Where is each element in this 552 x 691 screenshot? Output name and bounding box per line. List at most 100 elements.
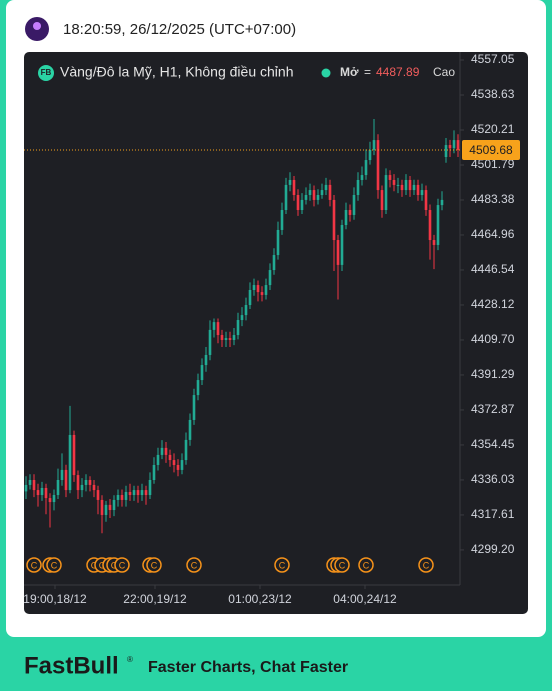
candle-body	[368, 149, 372, 161]
candle-body	[332, 199, 336, 241]
candle-body	[108, 504, 112, 511]
candle-body	[408, 179, 412, 191]
candle-body	[316, 194, 320, 200]
candle-body	[200, 365, 204, 381]
x-tick-label: 04:00,24/12	[333, 592, 397, 606]
candle-body	[56, 480, 60, 496]
avatar-figure	[33, 22, 41, 30]
candle-body	[348, 210, 352, 215]
candle-body	[120, 495, 124, 500]
candle-body	[32, 480, 36, 491]
candle-body	[308, 190, 312, 195]
x-tick-label: 19:00,18/12	[23, 592, 87, 606]
candle-body	[220, 335, 224, 340]
candle-body	[312, 190, 316, 200]
candle-body	[264, 285, 268, 295]
candle-body	[128, 491, 132, 496]
candle-body	[64, 469, 68, 491]
y-tick-label: 4538.63	[471, 87, 515, 101]
y-tick-label: 4409.70	[471, 332, 515, 346]
event-marker-label: C	[119, 560, 126, 570]
event-marker-label: C	[99, 560, 106, 570]
candle-body	[416, 184, 420, 195]
candle-body	[204, 354, 208, 366]
candle-body	[40, 487, 44, 496]
y-tick-label: 4501.79	[471, 157, 515, 171]
y-tick-label: 4428.12	[471, 297, 515, 311]
candle-body	[224, 338, 228, 340]
candle-body	[324, 184, 328, 191]
candle-body	[424, 190, 428, 211]
candle-body	[92, 484, 96, 491]
candle-body	[76, 475, 80, 491]
candle-body	[320, 190, 324, 195]
candle-body	[444, 145, 448, 157]
candle-body	[44, 487, 48, 499]
legend-value: 4487.89	[376, 65, 420, 79]
event-marker-label: C	[91, 560, 98, 570]
event-marker	[186, 557, 202, 573]
candle-body	[164, 447, 168, 455]
candle-body	[188, 419, 192, 440]
candle-body	[172, 460, 176, 465]
candle-body	[360, 175, 364, 180]
event-marker	[114, 557, 130, 573]
candle-body	[152, 464, 156, 481]
x-tick-label: 22:00,19/12	[123, 592, 187, 606]
y-tick-label: 4317.61	[471, 507, 515, 521]
candle-body	[284, 184, 288, 211]
candle-body	[176, 464, 180, 470]
last-price-label: 4509.68	[469, 143, 513, 157]
x-tick-label: 01:00,23/12	[228, 592, 292, 606]
candle-body	[300, 199, 304, 211]
y-tick-label: 4520.21	[471, 122, 515, 136]
candle-body	[272, 255, 276, 271]
candle-body	[156, 454, 160, 465]
candle-body	[140, 490, 144, 496]
event-marker	[358, 557, 374, 573]
last-price-box	[462, 140, 520, 161]
candle-body	[112, 499, 116, 511]
candle-body	[380, 190, 384, 211]
y-tick-label: 4372.87	[471, 402, 515, 416]
candle-body	[196, 380, 200, 396]
event-marker	[418, 557, 434, 573]
symbol-badge	[38, 65, 54, 81]
candle-body	[96, 490, 100, 500]
candle-body	[440, 199, 444, 206]
candle-body	[340, 225, 344, 265]
candle-body	[428, 210, 432, 241]
event-marker	[274, 557, 290, 573]
candle-body	[36, 490, 40, 496]
candle-body	[208, 329, 212, 355]
event-marker-label: C	[279, 560, 286, 570]
brand: FastBull	[24, 652, 119, 679]
candle-body	[372, 140, 376, 150]
candle-body	[136, 490, 140, 496]
legend-dot	[321, 68, 331, 78]
candle-body	[248, 289, 252, 306]
event-marker-label: C	[363, 560, 370, 570]
event-marker-label: C	[151, 560, 158, 570]
event-marker-label: C	[111, 560, 118, 570]
candle-body	[184, 439, 188, 461]
candle-body	[376, 140, 380, 191]
symbol-badge-text: FB	[41, 68, 52, 77]
candle-body	[400, 184, 404, 191]
tagline: Faster Charts, Chat Faster	[148, 659, 348, 676]
candle-body	[280, 210, 284, 230]
candle-body	[392, 179, 396, 185]
candle-body	[288, 179, 292, 185]
candle-body	[124, 491, 128, 500]
candle-body	[384, 175, 388, 211]
candle-body	[240, 315, 244, 321]
candle-body	[268, 270, 272, 286]
candle-body	[132, 490, 136, 496]
candle-body	[60, 469, 64, 481]
y-tick-label: 4391.29	[471, 367, 515, 381]
event-marker-label: C	[31, 560, 38, 570]
candle-body	[104, 504, 108, 515]
candle-body	[48, 498, 52, 503]
legend-equals: =	[364, 65, 371, 79]
